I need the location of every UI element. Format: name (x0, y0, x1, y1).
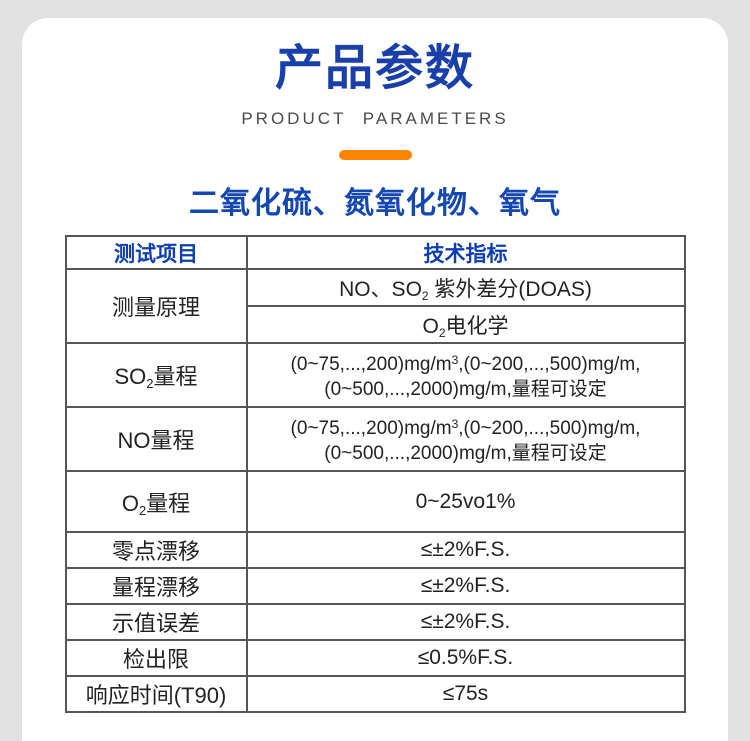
table-row-detection-limit: 检出限 ≤0.5%F.S. (64, 639, 686, 677)
principle-value-2-text: O (422, 314, 439, 338)
principle-value-2-text-post: 电化学 (445, 314, 509, 338)
so2-range-value: (0~75,...,200)mg/m3,(0~200,...,500)mg/m,… (245, 342, 686, 408)
o2-range-subscript: 2 (138, 502, 147, 518)
no-range-line1-text-post: ,(0~200,...,500)mg/m, (458, 418, 641, 439)
zero-drift-label: 零点漂移 (64, 531, 248, 569)
response-time-value: ≤75s (245, 675, 686, 713)
principle-value-2: O2电化学 (245, 305, 686, 344)
orange-divider (338, 150, 412, 160)
so2-subscript: 2 (421, 288, 429, 303)
no-range-value-line2: (0~500,...,2000)mg/m,量程可设定 (324, 443, 607, 464)
so2-range-label-text: SO (114, 364, 147, 389)
table-row-no-range: NO量程 (0~75,...,200)mg/m3,(0~200,...,500)… (64, 406, 686, 472)
o2-range-label-text: O (121, 490, 139, 516)
o2-range-label-text-post: 量程 (146, 490, 191, 516)
product-parameters-card: 产品参数 PRODUCT PARAMETERS 二氧化硫、氮氧化物、氧气 测试项… (22, 18, 728, 741)
no-range-line1-text: (0~75,...,200)mg/m (290, 418, 452, 439)
table-row-principle-1: 测量原理 NO、SO2 紫外差分(DOAS) (64, 268, 686, 344)
detection-limit-label: 检出限 (64, 639, 248, 677)
header-tech-spec: 技术指标 (245, 235, 686, 270)
section-heading: 二氧化硫、氮氧化物、氧气 (189, 187, 561, 220)
principle-value-1: NO、SO2 紫外差分(DOAS) (245, 268, 686, 307)
table-row-indication-error: 示值误差 ≤±2%F.S. (64, 603, 686, 641)
table-row-response-time: 响应时间(T90) ≤75s (64, 675, 686, 713)
span-drift-label: 量程漂移 (64, 567, 248, 605)
table-row-span-drift: 量程漂移 ≤±2%F.S. (64, 567, 686, 605)
zero-drift-value: ≤±2%F.S. (245, 531, 686, 569)
parameters-table: 测试项目 技术指标 测量原理 NO、SO2 紫外差分(DOAS) O2电化学 S… (64, 235, 686, 713)
so2-range-label-text-post: 量程 (153, 364, 198, 389)
so2-range-line1-text-post: ,(0~200,...,500)mg/m, (458, 354, 641, 375)
table-row-so2-range: SO2量程 (0~75,...,200)mg/m3,(0~200,...,500… (64, 342, 686, 408)
principle-value-1-text-post: 紫外差分(DOAS) (428, 277, 592, 301)
table-row-o2-range: O2量程 0~25vo1% (64, 470, 686, 533)
page-subtitle: PRODUCT PARAMETERS (241, 109, 509, 128)
o2-range-value: 0~25vo1% (245, 470, 686, 533)
principle-value-1-text: NO、SO (339, 277, 422, 301)
no-cubic-superscript: 3 (451, 417, 459, 431)
o2-subscript: 2 (438, 325, 446, 340)
indication-error-label: 示值误差 (64, 603, 248, 641)
o2-range-label: O2量程 (64, 470, 248, 533)
no-range-value-line1: (0~75,...,200)mg/m3,(0~200,...,500)mg/m, (248, 412, 684, 441)
no-range-value: (0~75,...,200)mg/m3,(0~200,...,500)mg/m,… (245, 406, 686, 472)
no-range-label: NO量程 (64, 406, 248, 472)
indication-error-value: ≤±2%F.S. (245, 603, 686, 641)
principle-label: 测量原理 (64, 268, 248, 344)
table-header-row: 测试项目 技术指标 (64, 235, 686, 270)
table-row-principle-2: O2电化学 (66, 305, 686, 344)
so2-range-value-line2: (0~500,...,2000)mg/m,量程可设定 (324, 379, 607, 400)
table-row-zero-drift: 零点漂移 ≤±2%F.S. (64, 531, 686, 569)
so2-range-subscript: 2 (146, 376, 154, 391)
header-test-item: 测试项目 (64, 235, 248, 270)
so2-range-line1-text: (0~75,...,200)mg/m (290, 354, 452, 375)
detection-limit-value: ≤0.5%F.S. (245, 639, 686, 677)
page-title: 产品参数 (274, 42, 475, 95)
response-time-label: 响应时间(T90) (64, 675, 248, 713)
so2-range-value-line1: (0~75,...,200)mg/m3,(0~200,...,500)mg/m, (248, 348, 684, 377)
so2-range-label: SO2量程 (64, 342, 248, 408)
span-drift-value: ≤±2%F.S. (245, 567, 686, 605)
so2-cubic-superscript: 3 (451, 353, 459, 367)
